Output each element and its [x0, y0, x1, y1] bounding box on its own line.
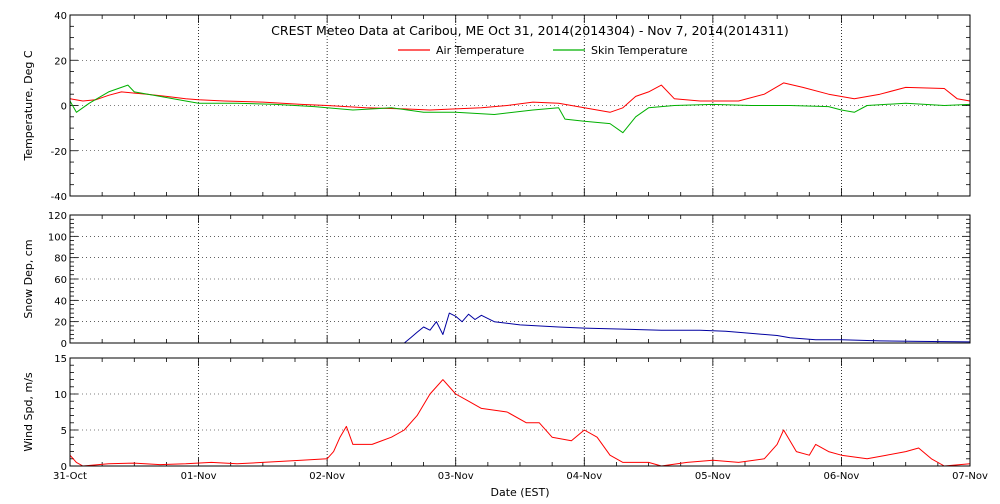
- y-tick-label: 0: [61, 339, 67, 350]
- legend-label-air-temperature: Air Temperature: [436, 44, 525, 57]
- y-tick-label: 0: [61, 462, 67, 473]
- y-axis-title: Snow Dep, cm: [22, 239, 35, 318]
- y-tick-label: 120: [48, 211, 67, 222]
- x-tick-label: 03-Nov: [438, 471, 474, 482]
- y-tick-label: 15: [54, 354, 67, 365]
- x-tick-label: 31-Oct: [53, 471, 87, 482]
- y-axis-title: Temperature, Deg C: [22, 50, 35, 161]
- y-tick-label: 20: [54, 318, 67, 329]
- x-axis-title: Date (EST): [490, 486, 549, 499]
- panel-temperature: -40 -20 0 20 40 Temperature, Deg C: [22, 11, 971, 203]
- x-tick-label: 06-Nov: [823, 471, 859, 482]
- series-line-temperature-0: [69, 82, 971, 113]
- x-tick-label: 01-Nov: [181, 471, 217, 482]
- x-tick-label: 05-Nov: [695, 471, 731, 482]
- series-line-wind-speed-0: [69, 379, 971, 467]
- plot-frame: [69, 357, 971, 467]
- y-tick-label: -40: [51, 192, 67, 203]
- y-tick-label: 40: [54, 11, 67, 22]
- plot-frame: [69, 14, 971, 197]
- legend-label-skin-temperature: Skin Temperature: [591, 44, 688, 57]
- panel-snow-depth: 0 20 40 60 80 100 120 Snow Dep, cm: [22, 211, 971, 350]
- x-tick-label: 04-Nov: [566, 471, 602, 482]
- y-tick-label: 40: [54, 296, 67, 307]
- y-tick-label: 5: [61, 426, 67, 437]
- legend: Air Temperature Skin Temperature: [398, 44, 688, 57]
- plot-frame: [69, 214, 971, 344]
- y-tick-label: 0: [61, 102, 67, 113]
- y-tick-label: 100: [48, 232, 67, 243]
- x-tick-label: 07-Nov: [952, 471, 988, 482]
- y-tick-label: 60: [54, 275, 67, 286]
- x-tick-label: 02-Nov: [309, 471, 345, 482]
- series-line-snow-depth-0: [403, 312, 971, 344]
- y-tick-label: 80: [54, 254, 67, 265]
- panel-wind-speed: 0 5 10 15 Wind Spd, m/s: [22, 354, 971, 473]
- chart-title: CREST Meteo Data at Caribou, ME Oct 31, …: [271, 23, 789, 38]
- series-line-temperature-1: [69, 84, 971, 134]
- y-tick-label: -20: [51, 147, 67, 158]
- y-tick-label: 10: [54, 390, 67, 401]
- y-axis-title: Wind Spd, m/s: [22, 372, 35, 452]
- y-tick-label: 20: [54, 56, 67, 67]
